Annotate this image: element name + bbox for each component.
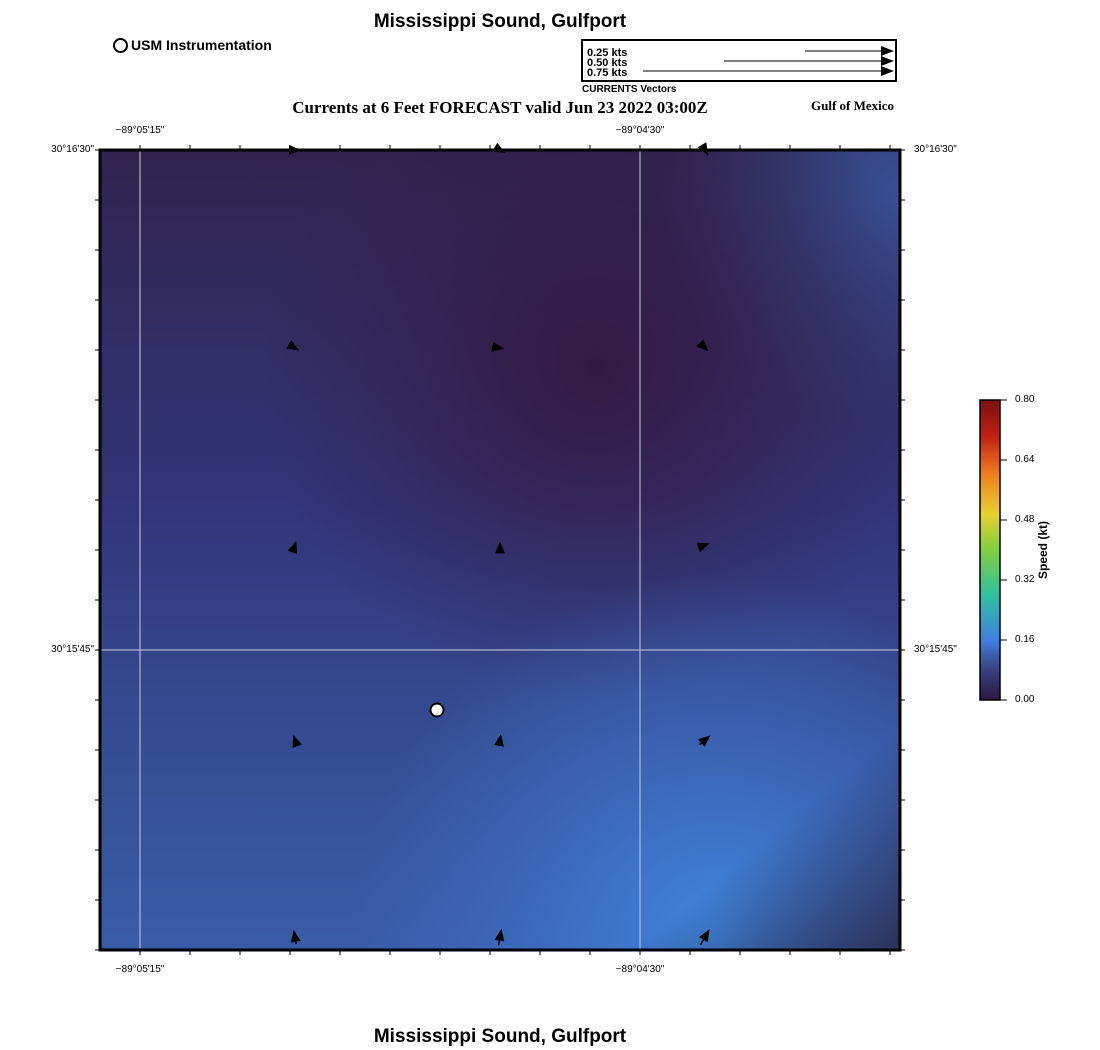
vector-scale-label-1: 0.25 kts bbox=[587, 47, 627, 59]
current-vectors bbox=[286, 142, 711, 946]
footer-title: Mississippi Sound, Gulfport bbox=[373, 1026, 627, 1047]
vector-scale-graphic: 0.25 kts 0.50 kts 0.75 kts bbox=[587, 46, 894, 79]
scale-arrow-2 bbox=[724, 56, 894, 66]
colorbar-tick-0.16: 0.16 bbox=[1015, 634, 1035, 645]
bottom-lon-label-2: −89°04'30" bbox=[615, 964, 665, 975]
vector-scale-legend: 0.25 kts 0.50 kts 0.75 kts bbox=[581, 39, 897, 82]
station-marker-icon bbox=[113, 37, 128, 53]
current-vector-arrow bbox=[292, 734, 302, 748]
current-vector-arrow bbox=[494, 928, 505, 946]
current-vector-arrow bbox=[696, 542, 710, 553]
colorbar-tick-0.80: 0.80 bbox=[1015, 394, 1035, 405]
colorbar-ramp bbox=[979, 399, 1001, 701]
axis-ticks bbox=[95, 145, 905, 955]
vector-legend-caption: CURRENTS Vectors bbox=[582, 84, 677, 95]
usm-station-marker bbox=[429, 702, 445, 718]
colorbar-tick-0.00: 0.00 bbox=[1015, 694, 1035, 705]
current-vector-arrow bbox=[290, 929, 301, 945]
current-vector-arrow bbox=[697, 142, 708, 156]
region-label: Gulf of Mexico bbox=[811, 98, 895, 113]
instrumentation-legend-label: USM Instrumentation bbox=[131, 37, 272, 53]
colorbar-tick-0.64: 0.64 bbox=[1015, 454, 1035, 465]
vector-scale-label-2: 0.50 kts bbox=[587, 57, 627, 69]
current-vector-arrow bbox=[698, 735, 711, 747]
forecast-subtitle: Currents at 6 Feet FORECAST valid Jun 23… bbox=[292, 98, 708, 117]
current-vector-arrow bbox=[286, 340, 300, 351]
left-lat-label-1: 30°16'30" bbox=[51, 144, 94, 155]
vector-scale-label-3: 0.75 kts bbox=[587, 67, 627, 79]
current-vector-arrow bbox=[699, 929, 710, 946]
scale-arrow-3 bbox=[643, 66, 894, 76]
current-vector-arrow bbox=[494, 734, 504, 747]
bottom-lon-label-1: −89°05'15" bbox=[115, 964, 165, 975]
instrumentation-legend: USM Instrumentation bbox=[113, 37, 272, 53]
left-lat-label-2: 30°15'45" bbox=[51, 644, 94, 655]
speed-colorbar bbox=[979, 399, 1007, 701]
current-vector-arrow bbox=[492, 142, 506, 153]
map-title: Mississippi Sound, Gulfport bbox=[373, 11, 627, 32]
graticule-lines bbox=[100, 150, 900, 950]
colorbar-title: Speed (kt) bbox=[1036, 520, 1050, 580]
current-vector-arrow bbox=[696, 339, 709, 352]
current-vector-arrow bbox=[491, 341, 505, 352]
current-vector-arrow bbox=[495, 541, 505, 554]
top-lon-label-2: −89°04'30" bbox=[615, 125, 665, 136]
colorbar-ticks bbox=[1000, 399, 1007, 701]
scale-arrow-1 bbox=[805, 46, 894, 56]
right-lat-label-2: 30°15'45" bbox=[914, 644, 957, 655]
right-lat-label-1: 30°16'30" bbox=[914, 144, 957, 155]
top-lon-label-1: −89°05'15" bbox=[115, 125, 165, 136]
current-vector-arrow bbox=[289, 145, 301, 155]
colorbar-tick-0.48: 0.48 bbox=[1015, 514, 1035, 525]
current-vector-arrow bbox=[287, 541, 297, 554]
colorbar-tick-0.32: 0.32 bbox=[1015, 574, 1035, 585]
